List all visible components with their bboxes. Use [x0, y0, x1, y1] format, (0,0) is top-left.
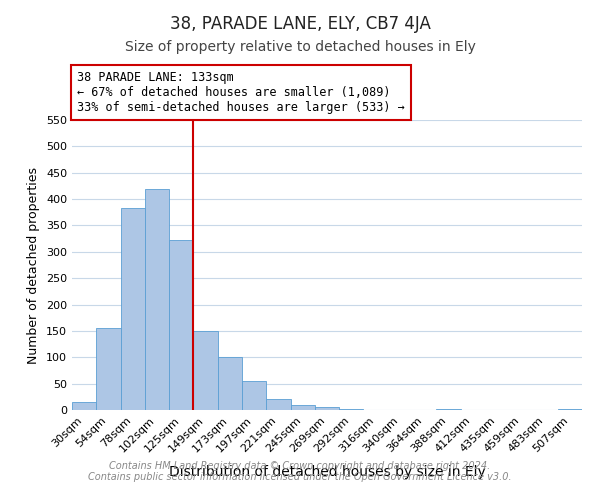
Text: Contains HM Land Registry data © Crown copyright and database right 2024.
Contai: Contains HM Land Registry data © Crown c…: [88, 461, 512, 482]
Bar: [145, 188, 169, 410]
Bar: [169, 240, 193, 410]
Bar: [266, 400, 290, 410]
Bar: [72, 402, 96, 410]
Bar: [290, 404, 315, 410]
Text: Size of property relative to detached houses in Ely: Size of property relative to detached ho…: [125, 40, 475, 54]
Bar: [96, 328, 121, 410]
Y-axis label: Number of detached properties: Number of detached properties: [28, 166, 40, 364]
X-axis label: Distribution of detached houses by size in Ely: Distribution of detached houses by size …: [169, 465, 485, 479]
Bar: [242, 381, 266, 410]
Text: 38 PARADE LANE: 133sqm
← 67% of detached houses are smaller (1,089)
33% of semi-: 38 PARADE LANE: 133sqm ← 67% of detached…: [77, 71, 405, 114]
Bar: [193, 331, 218, 410]
Text: 38, PARADE LANE, ELY, CB7 4JA: 38, PARADE LANE, ELY, CB7 4JA: [170, 15, 430, 33]
Bar: [121, 208, 145, 410]
Bar: [218, 358, 242, 410]
Bar: [315, 408, 339, 410]
